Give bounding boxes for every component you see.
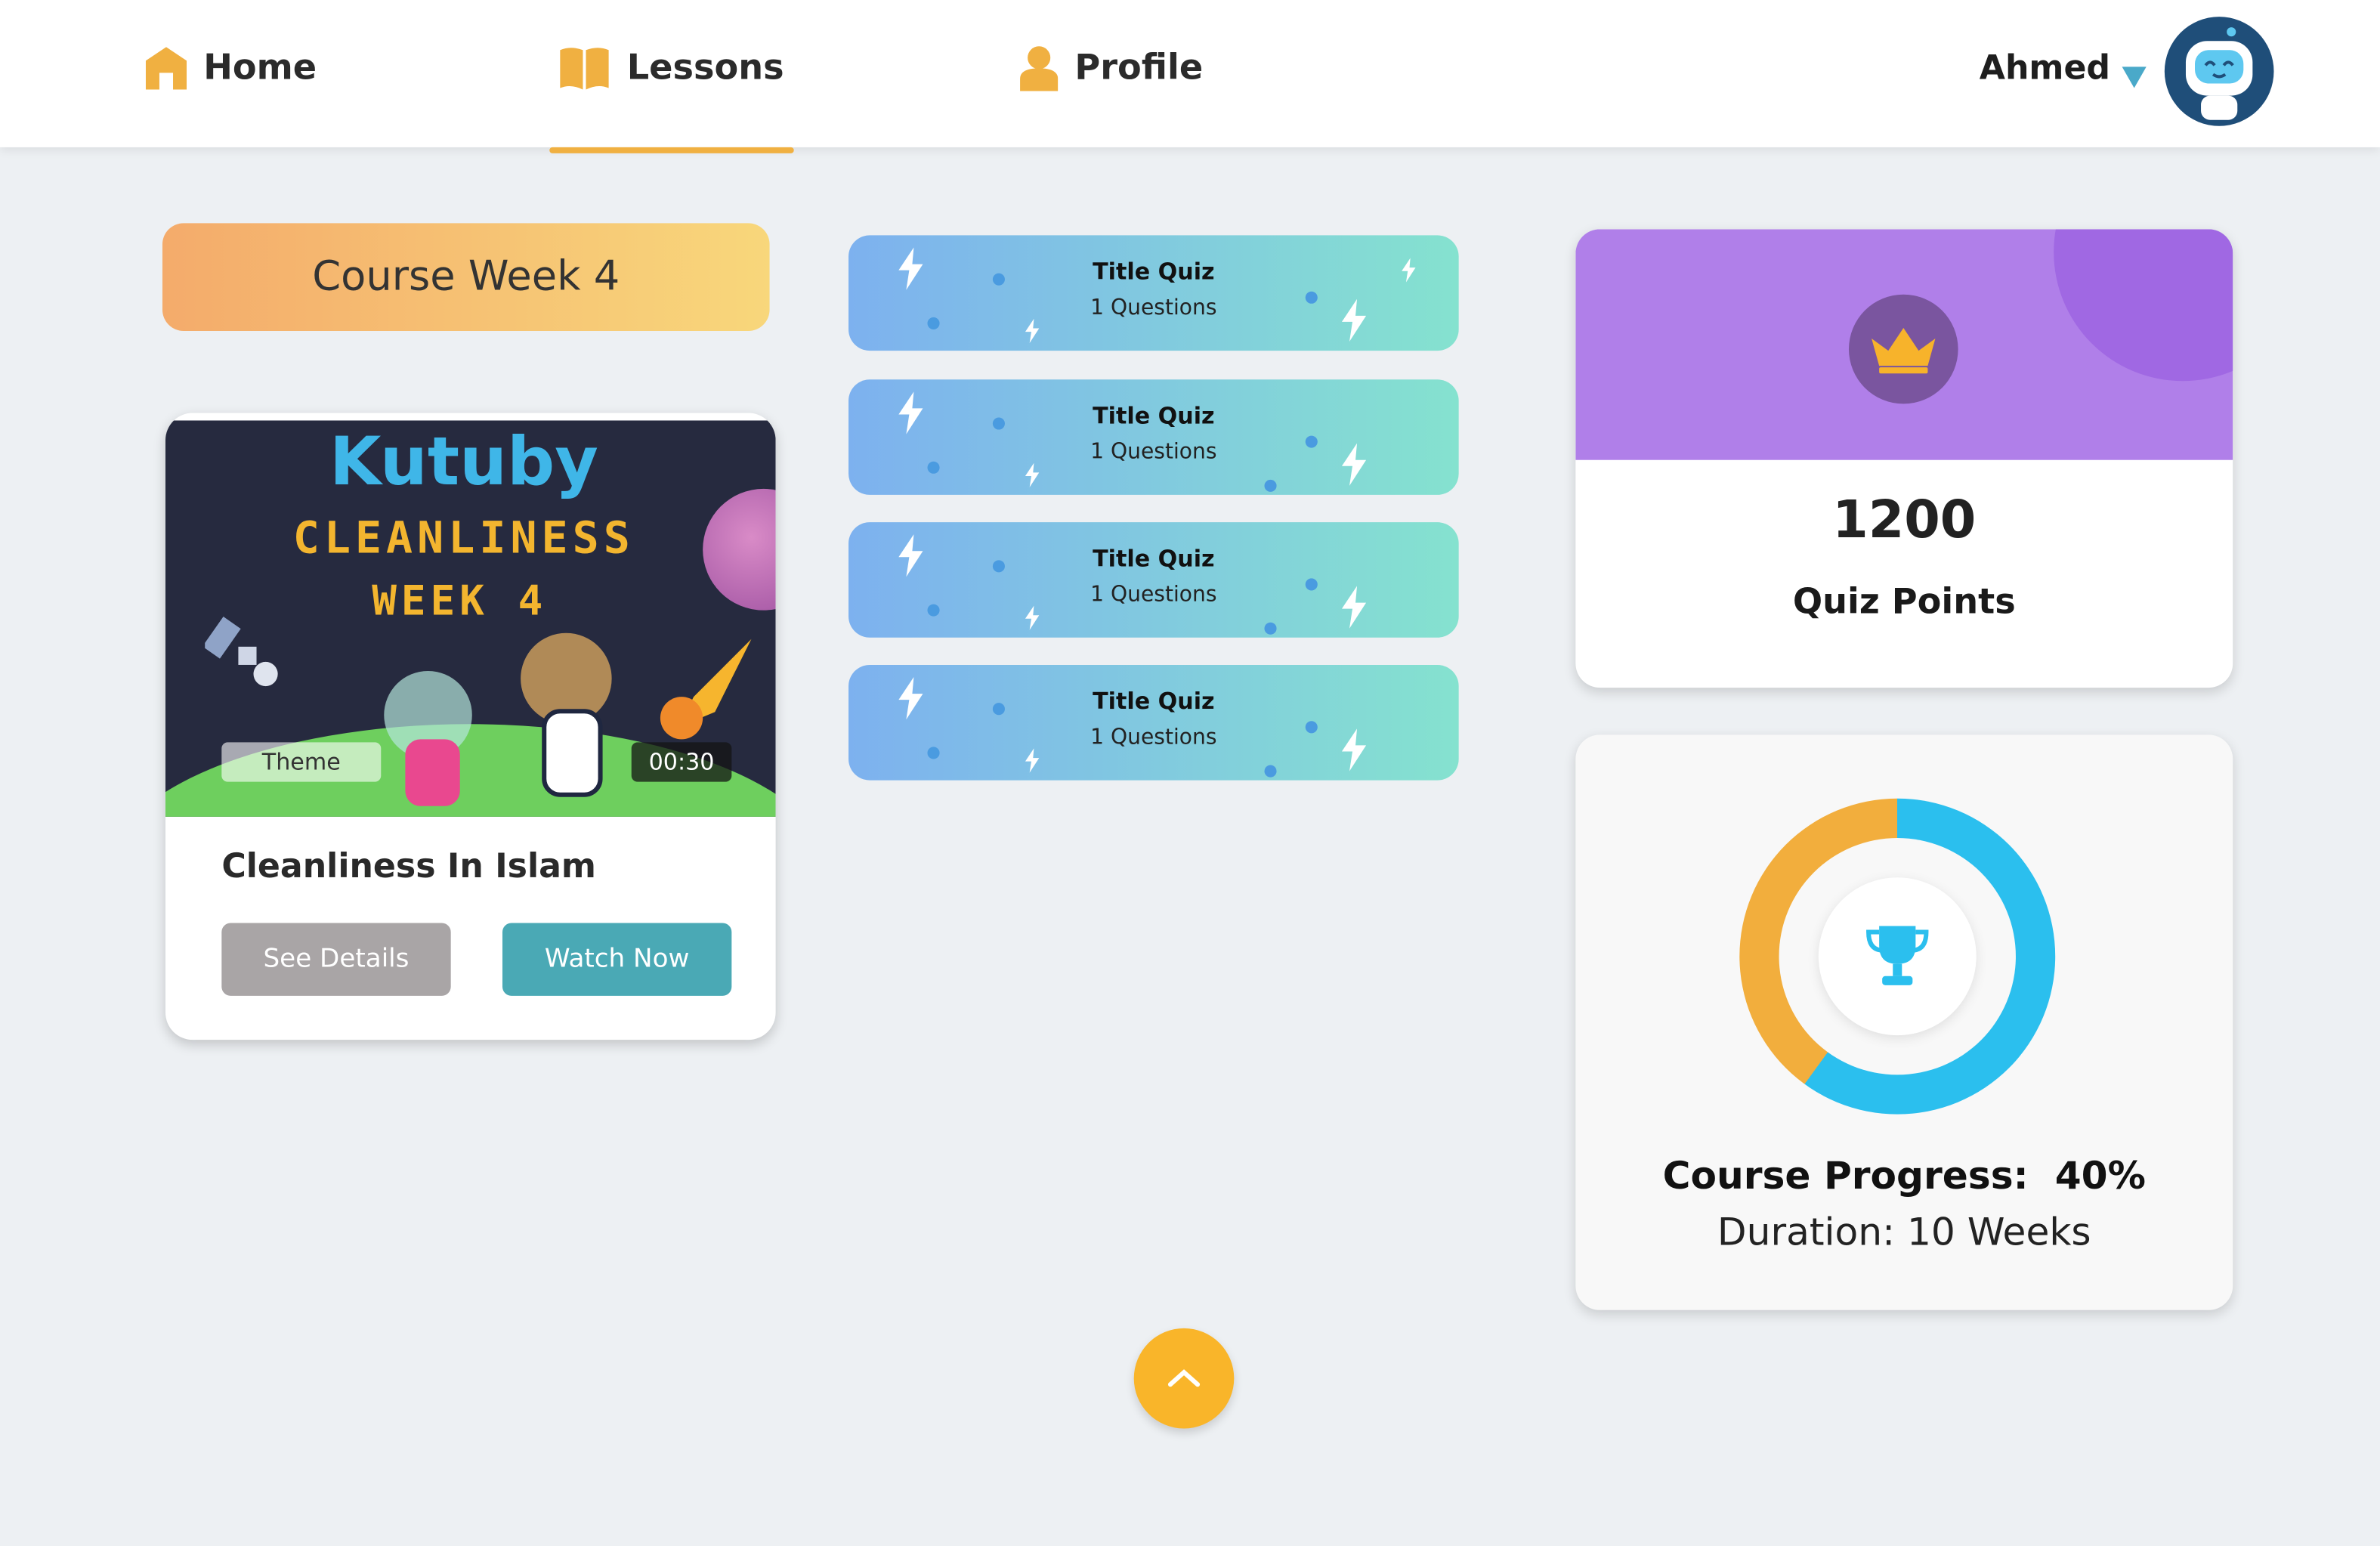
comet-icon <box>660 638 752 740</box>
dot-decoration <box>1305 578 1318 591</box>
thumbnail-title: CLEANLINESS <box>292 512 635 564</box>
lightning-icon <box>1337 443 1371 492</box>
quiz-card[interactable]: Title Quiz 1 Questions <box>848 235 1459 351</box>
video-thumbnail[interactable]: Kutuby CLEANLINESS WEEK 4 Theme 00:30 <box>165 420 776 817</box>
video-card: Kutuby CLEANLINESS WEEK 4 Theme 00:30 Cl… <box>165 413 776 1040</box>
dot-decoration <box>1305 721 1318 734</box>
quiz-points-card: 1200 Quiz Points <box>1575 229 2233 688</box>
quiz-title: Title Quiz <box>1093 688 1215 716</box>
quiz-title: Title Quiz <box>1093 258 1215 286</box>
quiz-title: Title Quiz <box>1093 545 1215 573</box>
lightning-icon <box>1023 318 1041 349</box>
lightning-icon <box>1023 462 1041 493</box>
nav-profile[interactable]: Profile <box>1020 39 1203 97</box>
lightning-icon <box>1337 298 1371 348</box>
nav-lessons[interactable]: Lessons <box>558 39 784 97</box>
course-progress-text: Course Progress: 40% <box>1575 1154 2233 1198</box>
dot-decoration <box>927 461 940 474</box>
user-icon <box>1020 46 1059 91</box>
character-body <box>405 739 460 806</box>
book-icon <box>560 48 609 90</box>
quiz-card[interactable]: Title Quiz 1 Questions <box>848 522 1459 638</box>
dot-decoration <box>992 417 1005 430</box>
dot-decoration <box>1305 435 1318 448</box>
nav-lessons-label: Lessons <box>626 48 784 88</box>
lightning-icon <box>1337 586 1371 634</box>
nav-profile-label: Profile <box>1074 48 1204 88</box>
quiz-question-count: 1 Questions <box>1090 583 1217 608</box>
points-label: Quiz Points <box>1792 583 2016 623</box>
dot-decoration <box>927 747 940 759</box>
crown-icon <box>1872 327 1936 374</box>
lightning-icon <box>894 677 927 725</box>
dot-decoration <box>992 560 1005 573</box>
quiz-question-count: 1 Questions <box>1090 725 1217 750</box>
crown-badge <box>1848 294 1958 404</box>
penguin-body <box>542 709 603 797</box>
video-title: Cleanliness In Islam <box>221 849 597 887</box>
dot-decoration <box>927 604 940 617</box>
progress-donut <box>1739 798 2056 1115</box>
quiz-card[interactable]: Title Quiz 1 Questions <box>848 379 1459 495</box>
robot-avatar-icon <box>2185 27 2253 120</box>
trophy-badge <box>1818 877 1977 1036</box>
points-value: 1200 <box>1832 490 1977 552</box>
quiz-card[interactable]: Title Quiz 1 Questions <box>848 664 1459 781</box>
kutuby-logo: Kutuby <box>329 423 598 501</box>
decorative-circle <box>2054 229 2233 382</box>
chevron-up-icon <box>1167 1369 1201 1387</box>
video-duration: 00:30 <box>631 742 732 782</box>
user-name[interactable]: Ahmed <box>1979 50 2111 88</box>
progress-percent: 40% <box>2054 1153 2146 1198</box>
top-navbar: Home Lessons Profile Ahmed <box>0 0 2380 147</box>
dot-decoration <box>927 317 940 329</box>
dot-decoration <box>992 703 1005 716</box>
dot-decoration <box>1264 765 1277 778</box>
chevron-down-icon[interactable] <box>2122 66 2147 88</box>
thumbnail-subtitle: WEEK 4 <box>372 578 548 626</box>
lightning-icon <box>1399 258 1417 289</box>
lightning-icon <box>894 391 927 440</box>
lightning-icon <box>1023 748 1041 778</box>
lightning-icon <box>1023 605 1041 636</box>
dot-decoration <box>1264 622 1277 635</box>
course-week-banner: Course Week 4 <box>162 223 770 331</box>
quiz-title: Title Quiz <box>1093 402 1215 430</box>
dot-decoration <box>1305 291 1318 304</box>
trophy-icon <box>1866 926 1929 985</box>
planet-icon <box>703 488 776 611</box>
course-duration: Duration: 10 Weeks <box>1717 1210 2091 1254</box>
theme-chip: Theme <box>221 742 382 782</box>
watch-now-button[interactable]: Watch Now <box>502 923 732 996</box>
donut-hole <box>1779 837 2016 1075</box>
lightning-icon <box>1337 728 1371 777</box>
dot-decoration <box>992 273 1005 286</box>
avatar[interactable] <box>2164 17 2274 126</box>
satellite-icon <box>205 616 278 687</box>
progress-label: Course Progress: <box>1662 1153 2029 1198</box>
points-header <box>1575 229 2233 460</box>
dot-decoration <box>1264 479 1277 492</box>
scroll-to-top-button[interactable] <box>1133 1328 1235 1429</box>
quiz-question-count: 1 Questions <box>1090 440 1217 465</box>
course-progress-card: Course Progress: 40% Duration: 10 Weeks <box>1575 734 2233 1310</box>
home-icon <box>145 47 187 90</box>
see-details-button[interactable]: See Details <box>221 923 451 996</box>
quiz-question-count: 1 Questions <box>1090 295 1217 320</box>
course-week-label: Course Week 4 <box>312 253 620 301</box>
nav-home-label: Home <box>203 48 317 88</box>
active-tab-indicator <box>549 147 794 153</box>
nav-home[interactable]: Home <box>145 39 317 97</box>
lightning-icon <box>894 534 927 583</box>
lightning-icon <box>894 247 927 295</box>
